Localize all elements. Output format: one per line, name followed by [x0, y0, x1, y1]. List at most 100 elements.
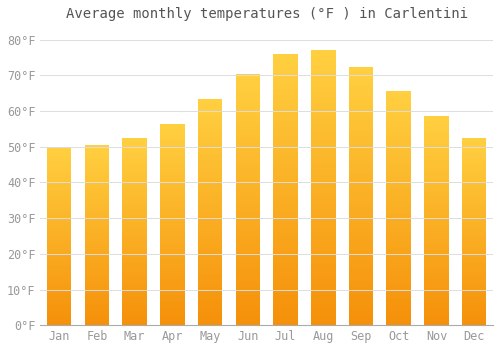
- Bar: [424, 250, 448, 252]
- Bar: [160, 283, 184, 285]
- Bar: [198, 189, 222, 191]
- Bar: [386, 323, 411, 325]
- Bar: [462, 295, 486, 297]
- Bar: [311, 163, 336, 166]
- Bar: [386, 190, 411, 192]
- Bar: [47, 309, 72, 311]
- Bar: [274, 171, 298, 173]
- Bar: [84, 248, 109, 250]
- Bar: [198, 219, 222, 221]
- Bar: [348, 271, 374, 273]
- Bar: [198, 287, 222, 289]
- Bar: [274, 106, 298, 108]
- Bar: [386, 246, 411, 248]
- Bar: [462, 175, 486, 177]
- Bar: [348, 317, 374, 320]
- Bar: [160, 230, 184, 232]
- Bar: [122, 160, 147, 162]
- Bar: [311, 70, 336, 72]
- Bar: [348, 260, 374, 263]
- Bar: [348, 126, 374, 128]
- Bar: [47, 256, 72, 257]
- Bar: [386, 208, 411, 211]
- Bar: [462, 288, 486, 289]
- Bar: [122, 203, 147, 205]
- Bar: [160, 281, 184, 283]
- Bar: [386, 307, 411, 309]
- Bar: [274, 230, 298, 233]
- Bar: [236, 282, 260, 285]
- Bar: [274, 309, 298, 312]
- Bar: [348, 103, 374, 105]
- Bar: [462, 188, 486, 190]
- Bar: [236, 217, 260, 219]
- Bar: [462, 156, 486, 159]
- Bar: [424, 188, 448, 189]
- Bar: [122, 260, 147, 261]
- Bar: [311, 100, 336, 103]
- Bar: [348, 144, 374, 147]
- Bar: [122, 200, 147, 202]
- Bar: [122, 198, 147, 200]
- Bar: [160, 202, 184, 204]
- Bar: [274, 279, 298, 282]
- Bar: [84, 309, 109, 311]
- Bar: [198, 275, 222, 278]
- Bar: [160, 132, 184, 134]
- Bar: [236, 84, 260, 86]
- Bar: [462, 301, 486, 303]
- Bar: [236, 240, 260, 242]
- Bar: [386, 197, 411, 199]
- Bar: [47, 156, 72, 158]
- Bar: [348, 85, 374, 87]
- Bar: [160, 134, 184, 136]
- Bar: [122, 299, 147, 301]
- Bar: [198, 285, 222, 287]
- Bar: [386, 239, 411, 241]
- Bar: [462, 179, 486, 181]
- Bar: [311, 166, 336, 169]
- Bar: [311, 207, 336, 210]
- Bar: [311, 312, 336, 314]
- Bar: [84, 147, 109, 149]
- Bar: [198, 203, 222, 205]
- Bar: [274, 84, 298, 86]
- Bar: [274, 246, 298, 249]
- Bar: [348, 121, 374, 124]
- Bar: [160, 206, 184, 208]
- Bar: [236, 182, 260, 184]
- Bar: [274, 154, 298, 157]
- Bar: [462, 138, 486, 140]
- Bar: [348, 245, 374, 247]
- Bar: [160, 220, 184, 222]
- Bar: [198, 216, 222, 219]
- Bar: [424, 152, 448, 154]
- Bar: [462, 276, 486, 278]
- Bar: [236, 162, 260, 164]
- Bar: [311, 234, 336, 237]
- Bar: [236, 278, 260, 280]
- Bar: [424, 290, 448, 292]
- Bar: [160, 226, 184, 229]
- Bar: [311, 300, 336, 303]
- Bar: [462, 275, 486, 276]
- Bar: [122, 250, 147, 252]
- Bar: [424, 277, 448, 279]
- Bar: [311, 127, 336, 130]
- Bar: [311, 75, 336, 78]
- Bar: [311, 78, 336, 81]
- Bar: [462, 273, 486, 275]
- Bar: [160, 285, 184, 287]
- Bar: [160, 144, 184, 146]
- Bar: [311, 169, 336, 172]
- Bar: [348, 77, 374, 79]
- Bar: [274, 241, 298, 244]
- Bar: [122, 144, 147, 145]
- Bar: [160, 192, 184, 194]
- Bar: [236, 295, 260, 298]
- Bar: [160, 251, 184, 253]
- Bar: [160, 237, 184, 238]
- Bar: [348, 237, 374, 240]
- Bar: [311, 92, 336, 94]
- Bar: [47, 172, 72, 174]
